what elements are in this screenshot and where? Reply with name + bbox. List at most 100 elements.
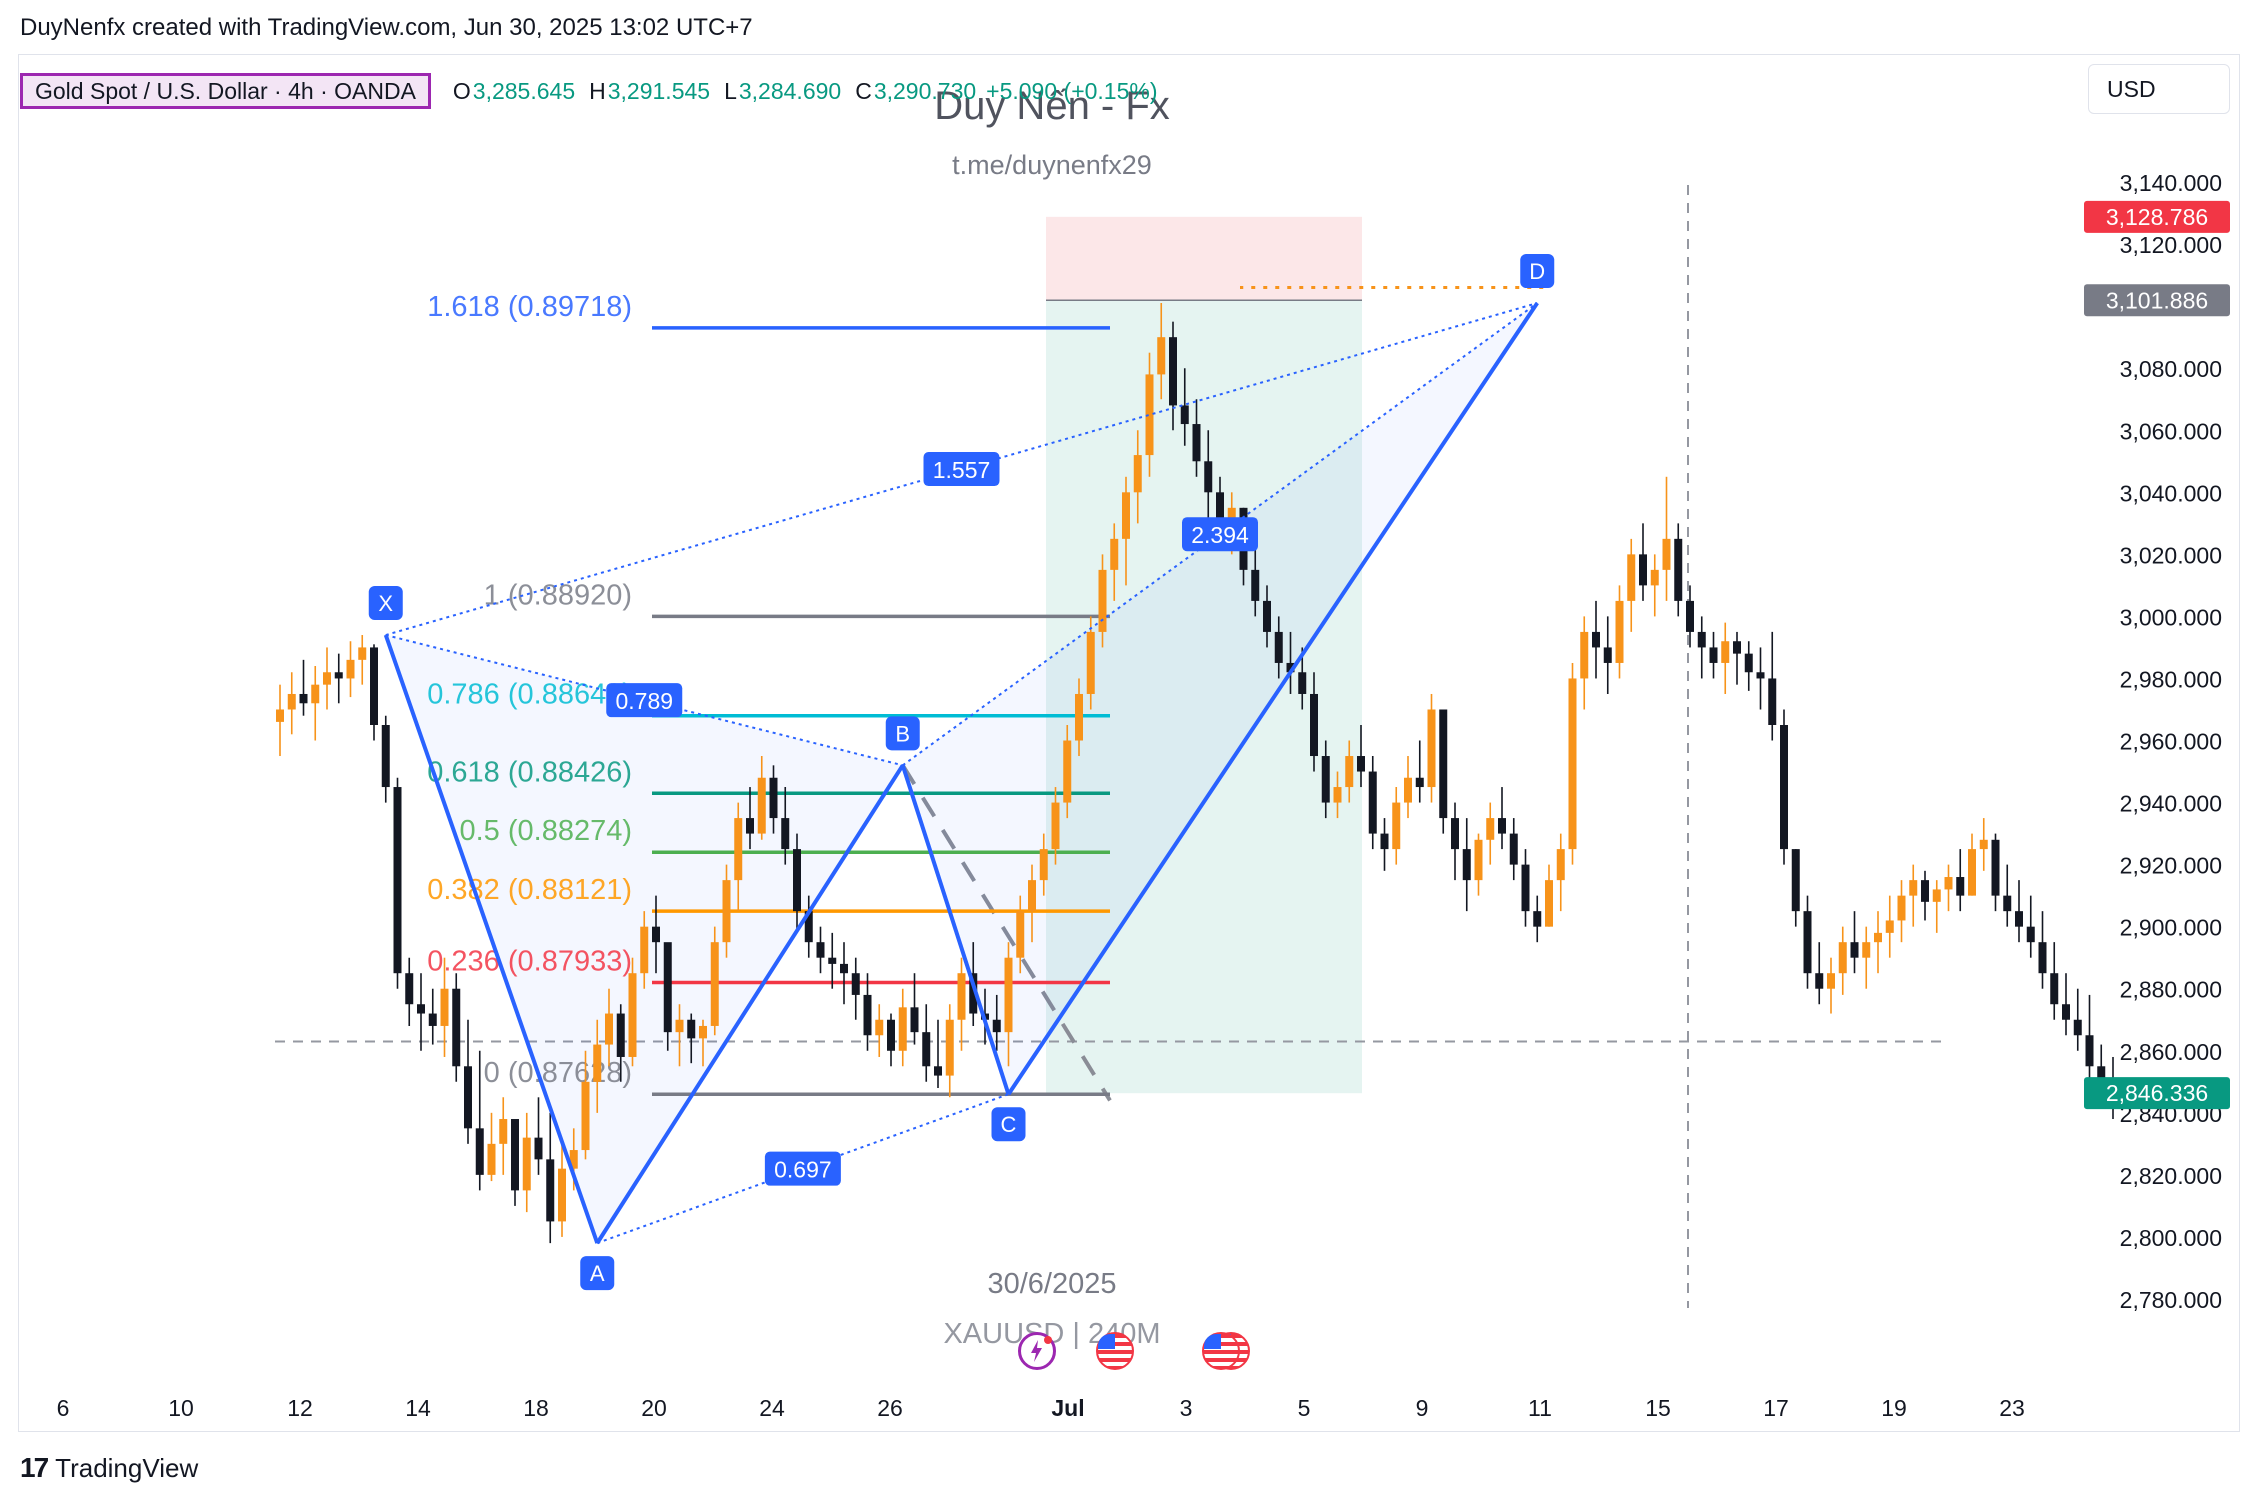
candle-body — [1568, 678, 1577, 850]
candle-body — [910, 1007, 919, 1033]
candle-body — [1368, 771, 1377, 834]
candle-body — [499, 1119, 508, 1144]
candle-body — [1932, 889, 1941, 902]
candle-body — [1415, 777, 1424, 788]
candle-body — [276, 709, 284, 722]
candle-body — [428, 1013, 437, 1026]
price-label-box — [2084, 1077, 2230, 1110]
candle-body — [1180, 405, 1189, 425]
us-flag-event-icon[interactable] — [1096, 1332, 1134, 1370]
pattern-point-label: X — [378, 591, 393, 616]
candle-body — [1509, 833, 1518, 865]
x-axis-tick-label: 10 — [168, 1395, 194, 1421]
price-label-text: 2,846.336 — [2106, 1080, 2208, 1106]
us-flag-event-icon-3[interactable] — [1202, 1332, 1240, 1370]
candle-body — [1286, 662, 1295, 673]
ratio-label: 2.394 — [1191, 522, 1249, 548]
candle-body — [393, 787, 402, 974]
y-axis-tick-label: 2,980.000 — [2120, 666, 2222, 692]
candle-body — [381, 725, 390, 788]
candle-body — [1686, 600, 1694, 632]
x-axis-tick-label: 23 — [1999, 1395, 2025, 1421]
y-axis-tick-label: 2,900.000 — [2120, 915, 2222, 941]
high-label: H — [589, 77, 606, 104]
candle-body — [405, 973, 414, 1005]
y-axis-tick-label: 3,040.000 — [2120, 480, 2222, 506]
candle-body — [2026, 926, 2035, 943]
candle-body — [887, 1019, 895, 1051]
candle-body — [1204, 461, 1213, 493]
y-axis-tick-label: 3,020.000 — [2120, 542, 2222, 568]
candle-body — [969, 973, 978, 1014]
candle-body — [828, 957, 837, 964]
fib-level-label: 1 (0.88920) — [484, 579, 632, 611]
candle-body — [1627, 554, 1636, 601]
candle-body — [346, 659, 355, 679]
price-label-box — [2084, 200, 2230, 233]
pattern-point-label: C — [1001, 1112, 1017, 1137]
candle-body — [1850, 942, 1859, 958]
symbol-legend: Gold Spot / U.S. Dollar · 4h · OANDA O 3… — [20, 66, 1158, 116]
candle-body — [2038, 942, 2047, 974]
candle-body — [722, 880, 731, 943]
candle-body — [687, 1019, 696, 1039]
candle-body — [746, 818, 754, 834]
candle-body — [1498, 818, 1506, 834]
fib-level-label: 0 (0.87628) — [484, 1057, 632, 1089]
candle-body — [440, 988, 449, 1026]
pattern-leg-line — [383, 634, 600, 1244]
candle-body — [1016, 911, 1025, 958]
candle-body — [769, 777, 778, 819]
candle-body — [558, 1168, 566, 1222]
lightning-event-icon[interactable] — [1018, 1332, 1056, 1370]
candle-body — [1991, 839, 2000, 896]
candle-body — [1321, 756, 1330, 803]
candle-body — [1216, 492, 1224, 524]
pattern-point-badge — [885, 716, 920, 751]
symbol-title[interactable]: Gold Spot / U.S. Dollar · 4h · OANDA — [20, 73, 431, 109]
watermark-title: Duy Nến - Fx — [934, 84, 1170, 128]
candle-body — [875, 1019, 884, 1036]
y-axis-tick-label: 3,000.000 — [2120, 604, 2222, 630]
candle-body — [1921, 880, 1929, 902]
watermark-date: 30/6/2025 — [987, 1268, 1117, 1300]
candle-body — [1603, 647, 1612, 663]
candle-body — [734, 818, 743, 881]
candle-body — [2085, 1035, 2094, 1067]
ratio-badge — [923, 452, 1000, 487]
currency-selector[interactable]: USD — [2088, 64, 2230, 114]
price-label-text: 3,101.886 — [2106, 287, 2208, 313]
candle-body — [863, 994, 872, 1036]
tradingview-logo[interactable]: 17 TradingView — [20, 1452, 198, 1484]
candle-body — [945, 1019, 954, 1076]
fib-level-label: 0.5 (0.88274) — [459, 815, 632, 847]
candle-body — [1098, 569, 1107, 632]
candle-body — [1392, 802, 1401, 850]
candle-body — [628, 973, 637, 1057]
x-axis-tick-label: 11 — [1528, 1395, 1552, 1421]
fib-level-label: 0.382 (0.88121) — [427, 874, 632, 906]
candle-body — [1803, 911, 1812, 974]
candle-body — [1462, 849, 1471, 881]
x-axis-tick-label: 9 — [1416, 1395, 1429, 1421]
flag-canton-icon — [1204, 1334, 1221, 1349]
x-axis-tick-label: Jul — [1051, 1395, 1084, 1421]
candle-body — [311, 684, 320, 704]
candle-body — [840, 963, 848, 974]
x-axis-tick-label: 5 — [1298, 1395, 1311, 1421]
pattern-point-label: A — [590, 1261, 605, 1286]
ratio-label: 1.557 — [933, 457, 991, 483]
candle-body — [922, 1032, 931, 1067]
candle-body — [616, 1013, 625, 1057]
pattern-point-badge — [368, 586, 403, 621]
candle-body — [710, 942, 719, 1026]
candle-body — [2062, 1004, 2070, 1020]
y-axis-tick-label: 2,780.000 — [2120, 1287, 2222, 1313]
candle-body — [1004, 957, 1013, 1033]
ratio-label: 0.789 — [615, 688, 673, 714]
x-axis-tick-label: 14 — [405, 1395, 431, 1421]
tradingview-brand: TradingView — [55, 1452, 199, 1483]
candle-body — [2050, 973, 2059, 1005]
candle-body — [1192, 424, 1201, 462]
